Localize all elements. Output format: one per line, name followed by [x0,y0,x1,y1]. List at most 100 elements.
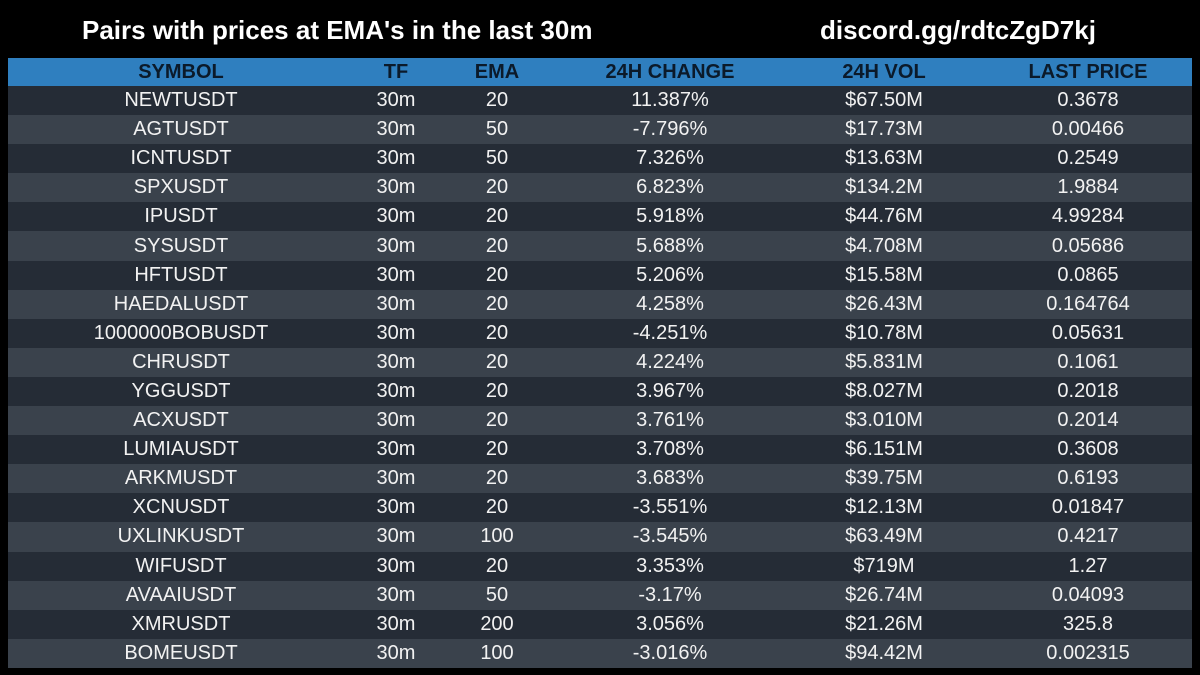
last-price-cell: 0.2018 [1057,379,1119,402]
table-row[interactable]: 1000000BOBUSDT 30m 20 -4.251% $10.78M 0.05631 [8,318,1192,348]
volume-cell: $39.75M [845,467,923,490]
change-cell: 3.353% [636,554,704,577]
table-row[interactable]: YGGUSDT 30m 20 3.967% $8.027M 0.2018 [8,376,1192,407]
symbol-cell: YGGUSDT [131,379,231,402]
ema-cell: 50 [485,118,509,141]
table-row[interactable]: AGTUSDT 30m 50 -7.796% $17.73M 0.00466 [8,115,1192,145]
last-price-cell: 0.2549 [1057,147,1119,170]
volume-cell: $26.74M [845,583,923,606]
ema-cell: 20 [485,205,509,228]
table-row[interactable]: XCNUSDT 30m 20 -3.551% $12.13M 0.01847 [8,493,1192,523]
last-price-cell: 325.8 [1062,612,1114,635]
last-price-cell: 0.1061 [1057,350,1119,373]
ema-cell: 20 [485,263,509,286]
last-price-cell: 1.27 [1068,554,1108,577]
tf-cell: 30m [376,147,416,170]
change-cell: -7.796% [632,118,708,141]
ema-cell: 20 [485,554,509,577]
column-header-24h-change[interactable]: 24H CHANGE [605,61,735,83]
change-cell: 3.967% [636,379,704,402]
symbol-cell: WIFUSDT [135,554,227,577]
change-cell: -3.545% [632,525,708,548]
ema-cell: 20 [485,321,509,344]
symbol-cell: UXLINKUSDT [117,525,245,548]
tf-cell: 30m [376,641,416,664]
last-price-cell: 1.9884 [1057,176,1119,199]
tf-cell: 30m [376,438,416,461]
column-header-24h-vol[interactable]: 24H VOL [842,61,926,83]
ema-cell: 20 [485,89,509,112]
volume-cell: $13.63M [845,147,923,170]
tf-cell: 30m [376,525,416,548]
symbol-cell: IPUSDT [144,205,218,228]
ema-cell: 20 [485,176,509,199]
table-row[interactable]: LUMIAUSDT 30m 20 3.708% $6.151M 0.3608 [8,435,1192,465]
ema-cell: 20 [485,438,509,461]
table-row[interactable]: HFTUSDT 30m 20 5.206% $15.58M 0.0865 [8,260,1192,290]
ema-cell: 20 [485,467,509,490]
table-row[interactable]: NEWTUSDT 30m 20 11.387% $67.50M 0.3678 [8,86,1192,116]
ema-cell: 100 [480,525,514,548]
table-row[interactable]: SYSUSDT 30m 20 5.688% $4.708M 0.05686 [8,231,1192,261]
symbol-cell: AGTUSDT [133,118,229,141]
last-price-cell: 0.3678 [1057,89,1119,112]
last-price-cell: 0.05631 [1051,321,1125,344]
column-header-symbol[interactable]: SYMBOL [138,61,224,83]
last-price-cell: 0.164764 [1046,292,1130,315]
symbol-cell: SYSUSDT [133,234,229,257]
last-price-cell: 0.0865 [1057,263,1119,286]
symbol-cell: XCNUSDT [132,496,230,519]
change-cell: 3.056% [636,612,704,635]
table-row[interactable]: XMRUSDT 30m 200 3.056% $21.26M 325.8 [8,609,1192,639]
ema-cell: 20 [485,234,509,257]
column-header-ema[interactable]: EMA [474,61,520,83]
tf-cell: 30m [376,263,416,286]
ema-cell: 50 [485,583,509,606]
tf-cell: 30m [376,89,416,112]
symbol-cell: XMRUSDT [131,612,231,635]
tf-cell: 30m [376,379,416,402]
volume-cell: $21.26M [845,612,923,635]
table-row[interactable]: ARKMUSDT 30m 20 3.683% $39.75M 0.6193 [8,464,1192,494]
volume-cell: $8.027M [845,379,923,402]
tf-cell: 30m [376,292,416,315]
symbol-cell: HAEDALUSDT [113,292,249,315]
tf-cell: 30m [376,496,416,519]
volume-cell: $44.76M [845,205,923,228]
column-header-tf[interactable]: TF [383,61,409,83]
volume-cell: $63.49M [845,525,923,548]
header-row: SYMBOL TF EMA 24H CHANGE 24H VOL LAST PR… [8,58,1192,86]
symbol-cell: ARKMUSDT [124,467,238,490]
table-row[interactable]: CHRUSDT 30m 20 4.224% $5.831M 0.1061 [8,347,1192,377]
table-row[interactable]: HAEDALUSDT 30m 20 4.258% $26.43M 0.164764 [8,289,1192,319]
change-cell: -4.251% [632,321,708,344]
volume-cell: $94.42M [845,641,923,664]
volume-cell: $4.708M [845,234,923,257]
table-header: SYMBOL TF EMA 24H CHANGE 24H VOL LAST PR… [8,58,1192,86]
tf-cell: 30m [376,409,416,432]
last-price-cell: 0.00466 [1051,118,1125,141]
table-row[interactable]: ICNTUSDT 30m 50 7.326% $13.63M 0.2549 [8,144,1192,174]
discord-link[interactable]: discord.gg/rdtcZgD7kj [820,15,1096,45]
symbol-cell: CHRUSDT [132,350,230,373]
table-row[interactable]: IPUSDT 30m 20 5.918% $44.76M 4.99284 [8,202,1192,232]
volume-cell: $15.58M [845,263,923,286]
volume-cell: $17.73M [845,118,923,141]
change-cell: 5.918% [636,205,704,228]
table-row[interactable]: SPXUSDT 30m 20 6.823% $134.2M 1.9884 [8,173,1192,203]
table-row[interactable]: UXLINKUSDT 30m 100 -3.545% $63.49M 0.4217 [8,522,1192,552]
change-cell: 4.224% [636,350,704,373]
table-row[interactable]: WIFUSDT 30m 20 3.353% $719M 1.27 [8,551,1192,581]
top-bar: Pairs with prices at EMA's in the last 3… [0,0,1200,58]
table-row[interactable]: AVAAIUSDT 30m 50 -3.17% $26.74M 0.04093 [8,580,1192,610]
change-cell: 5.206% [636,263,704,286]
table-row[interactable]: BOMEUSDT 30m 100 -3.016% $94.42M 0.002315 [8,638,1192,668]
table-body: NEWTUSDT 30m 20 11.387% $67.50M 0.3678 AGTUSDT… [8,86,1192,668]
last-price-cell: 0.04093 [1051,583,1125,606]
column-header-last-price[interactable]: LAST PRICE [1028,61,1148,83]
ema-cell: 20 [485,292,509,315]
change-cell: -3.016% [632,641,708,664]
volume-cell: $5.831M [845,350,923,373]
tf-cell: 30m [376,321,416,344]
table-row[interactable]: ACXUSDT 30m 20 3.761% $3.010M 0.2014 [8,406,1192,436]
